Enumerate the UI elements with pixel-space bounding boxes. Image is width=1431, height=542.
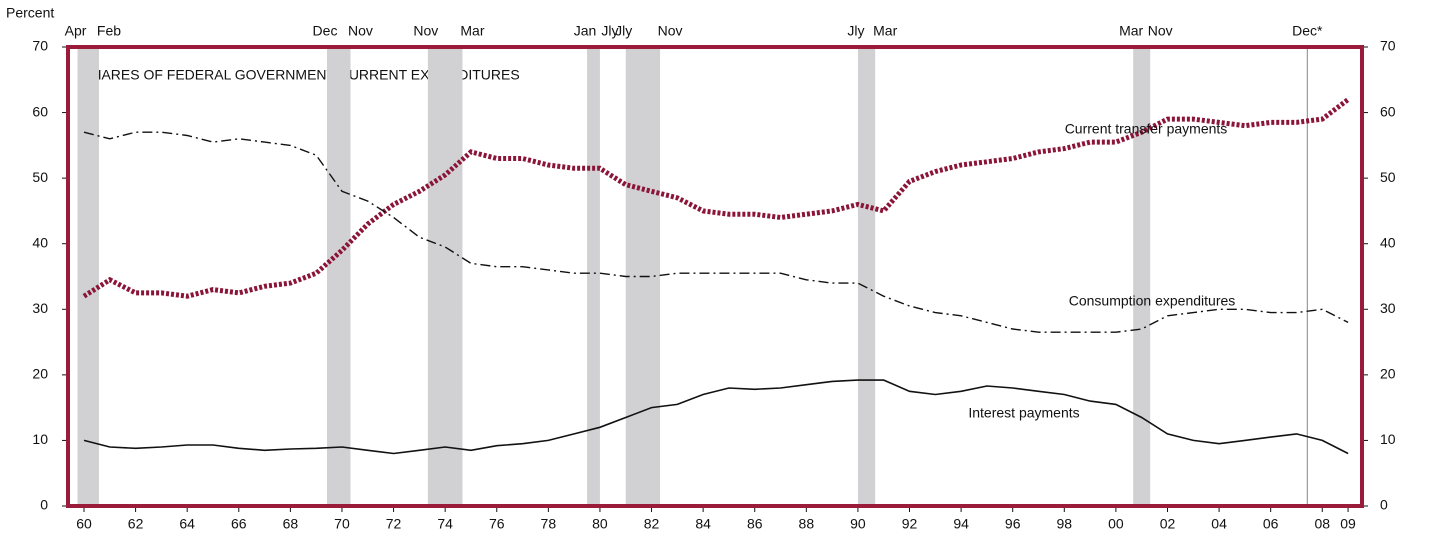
series-line: [83, 379, 1349, 455]
y2-tick-label: 70: [1380, 38, 1396, 54]
recession-start-label: Jan: [574, 23, 597, 39]
x-tick-label: 72: [386, 516, 402, 532]
x-tick-label: 66: [231, 516, 247, 532]
x-tick-label: 76: [489, 516, 505, 532]
recession-end-label: Nov: [348, 23, 373, 39]
x-tick-label: 88: [799, 516, 815, 532]
y-tick-label: 10: [32, 431, 48, 447]
x-tick-label: 04: [1211, 516, 1227, 532]
y-tick-label: 20: [32, 366, 48, 382]
x-tick-label: 70: [334, 516, 350, 532]
x-tick-label: 92: [902, 516, 918, 532]
x-tick-label: 68: [283, 516, 299, 532]
y2-tick-label: 20: [1380, 366, 1396, 382]
x-tick-label: 90: [850, 516, 866, 532]
plot-frame: [66, 45, 1364, 508]
y2-tick-label: 60: [1380, 103, 1396, 119]
y-tick-label: 40: [32, 234, 48, 250]
x-tick-label: 82: [644, 516, 660, 532]
chart-title: SHARES OF FEDERAL GOVERNMENT CURRENT EXP…: [82, 67, 520, 83]
y2-tick-label: 50: [1380, 169, 1396, 185]
recession-band: [1133, 47, 1151, 506]
series-label: Consumption expenditures: [1069, 293, 1236, 309]
recession-start-label: Apr: [65, 23, 87, 39]
recession-start-label: Jly: [615, 23, 632, 39]
recession-end-label: Feb: [97, 23, 121, 39]
x-tick-label: 62: [128, 516, 144, 532]
x-tick-label: 94: [953, 516, 969, 532]
y-axis-label: Percent: [6, 5, 54, 21]
x-tick-label: 02: [1160, 516, 1176, 532]
y-tick-label: 60: [32, 103, 48, 119]
x-tick-label: 74: [437, 516, 453, 532]
y-tick-label: 0: [40, 497, 48, 513]
recession-start-label: Nov: [413, 23, 438, 39]
recession-end-label: Mar: [460, 23, 484, 39]
x-tick-label: 78: [541, 516, 557, 532]
recession-band: [587, 47, 600, 506]
x-tick-label: 64: [179, 516, 195, 532]
series-label: Interest payments: [968, 405, 1079, 421]
recession-band: [857, 47, 876, 506]
series-label: Current transfer payments: [1065, 121, 1228, 137]
x-tick-label: 08: [1314, 516, 1330, 532]
recession-start-label: Dec*: [1292, 23, 1323, 39]
x-tick-label: 84: [695, 516, 711, 532]
x-tick-label: 09: [1340, 516, 1356, 532]
recession-start-label: Dec: [313, 23, 338, 39]
y2-tick-label: 10: [1380, 431, 1396, 447]
recession-start-label: Mar: [1119, 23, 1143, 39]
y-tick-label: 70: [32, 38, 48, 54]
x-tick-label: 60: [76, 516, 92, 532]
recession-band: [327, 47, 351, 506]
y2-tick-label: 40: [1380, 234, 1396, 250]
series-line: [83, 131, 1349, 333]
recession-end-label: Jly: [601, 23, 618, 39]
recession-end-label: Mar: [873, 23, 897, 39]
x-tick-label: 06: [1263, 516, 1279, 532]
y-tick-label: 30: [32, 300, 48, 316]
recession-band: [427, 47, 463, 506]
y2-tick-label: 0: [1380, 497, 1388, 513]
y-tick-label: 50: [32, 169, 48, 185]
recession-end-label: Nov: [1148, 23, 1173, 39]
recession-end-label: Nov: [658, 23, 683, 39]
x-tick-label: 96: [1005, 516, 1021, 532]
x-tick-label: 98: [1057, 516, 1073, 532]
recession-band: [77, 47, 99, 506]
x-tick-label: 80: [592, 516, 608, 532]
series-line: [82, 97, 1350, 299]
y2-tick-label: 30: [1380, 300, 1396, 316]
x-tick-label: 86: [747, 516, 763, 532]
x-tick-label: 00: [1108, 516, 1124, 532]
recession-start-label: Jly: [847, 23, 864, 39]
